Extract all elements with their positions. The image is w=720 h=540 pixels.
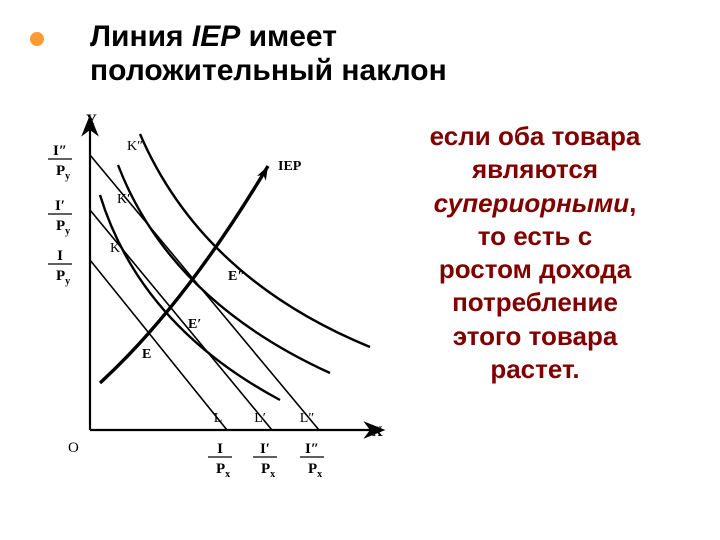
svg-text:X: X (372, 424, 383, 440)
svg-text:L: L (214, 411, 223, 426)
svg-text:I: I (57, 248, 63, 264)
body-l1: если оба товара (430, 121, 641, 151)
svg-text:Py: Py (56, 218, 70, 237)
title-bullet (30, 32, 44, 46)
svg-text:K″: K″ (127, 139, 143, 154)
svg-text:I′: I′ (55, 198, 65, 214)
svg-text:I: I (217, 441, 223, 457)
svg-text:E″: E″ (228, 269, 245, 284)
svg-text:K′: K′ (117, 192, 130, 207)
body-l2: являются (472, 154, 598, 184)
svg-text:I′: I′ (260, 441, 270, 457)
svg-text:Py: Py (56, 268, 70, 287)
title-line2: положительный наклон (90, 54, 447, 87)
body-l8: растет. (490, 354, 579, 384)
title-iep: IEP (192, 20, 240, 53)
svg-text:E: E (142, 347, 151, 362)
body-l3-italic: супериорными (434, 188, 629, 218)
svg-text:Y: Y (86, 112, 97, 128)
body-l6: потребление (452, 287, 618, 317)
svg-text:I″: I″ (305, 441, 319, 457)
svg-text:Py: Py (56, 163, 70, 182)
svg-text:I″: I″ (53, 143, 67, 159)
svg-text:E′: E′ (188, 317, 201, 332)
svg-text:IEP: IEP (278, 159, 302, 174)
body-l7: этого товара (453, 321, 618, 351)
title-suffix: имеет (240, 20, 337, 53)
body-l5: ростом дохода (439, 254, 631, 284)
svg-text:L′: L′ (254, 411, 266, 426)
svg-text:O: O (68, 440, 79, 456)
svg-text:L″: L″ (300, 411, 315, 426)
body-l4: то есть с (478, 221, 592, 251)
slide-title: Линия IEP имеет положительный наклон (90, 20, 650, 88)
svg-text:Px: Px (261, 461, 275, 480)
iep-diagram: YXOI″PyI′PyIPyIPxI′PxI″PxLL′L″KK′K″IEPEE… (30, 110, 390, 490)
svg-text:Px: Px (216, 461, 230, 480)
body-l3-comma: , (629, 188, 636, 218)
body-text: если оба товара являются супериорными, т… (380, 120, 690, 386)
svg-text:Px: Px (308, 461, 322, 480)
title-prefix: Линия (90, 20, 192, 53)
